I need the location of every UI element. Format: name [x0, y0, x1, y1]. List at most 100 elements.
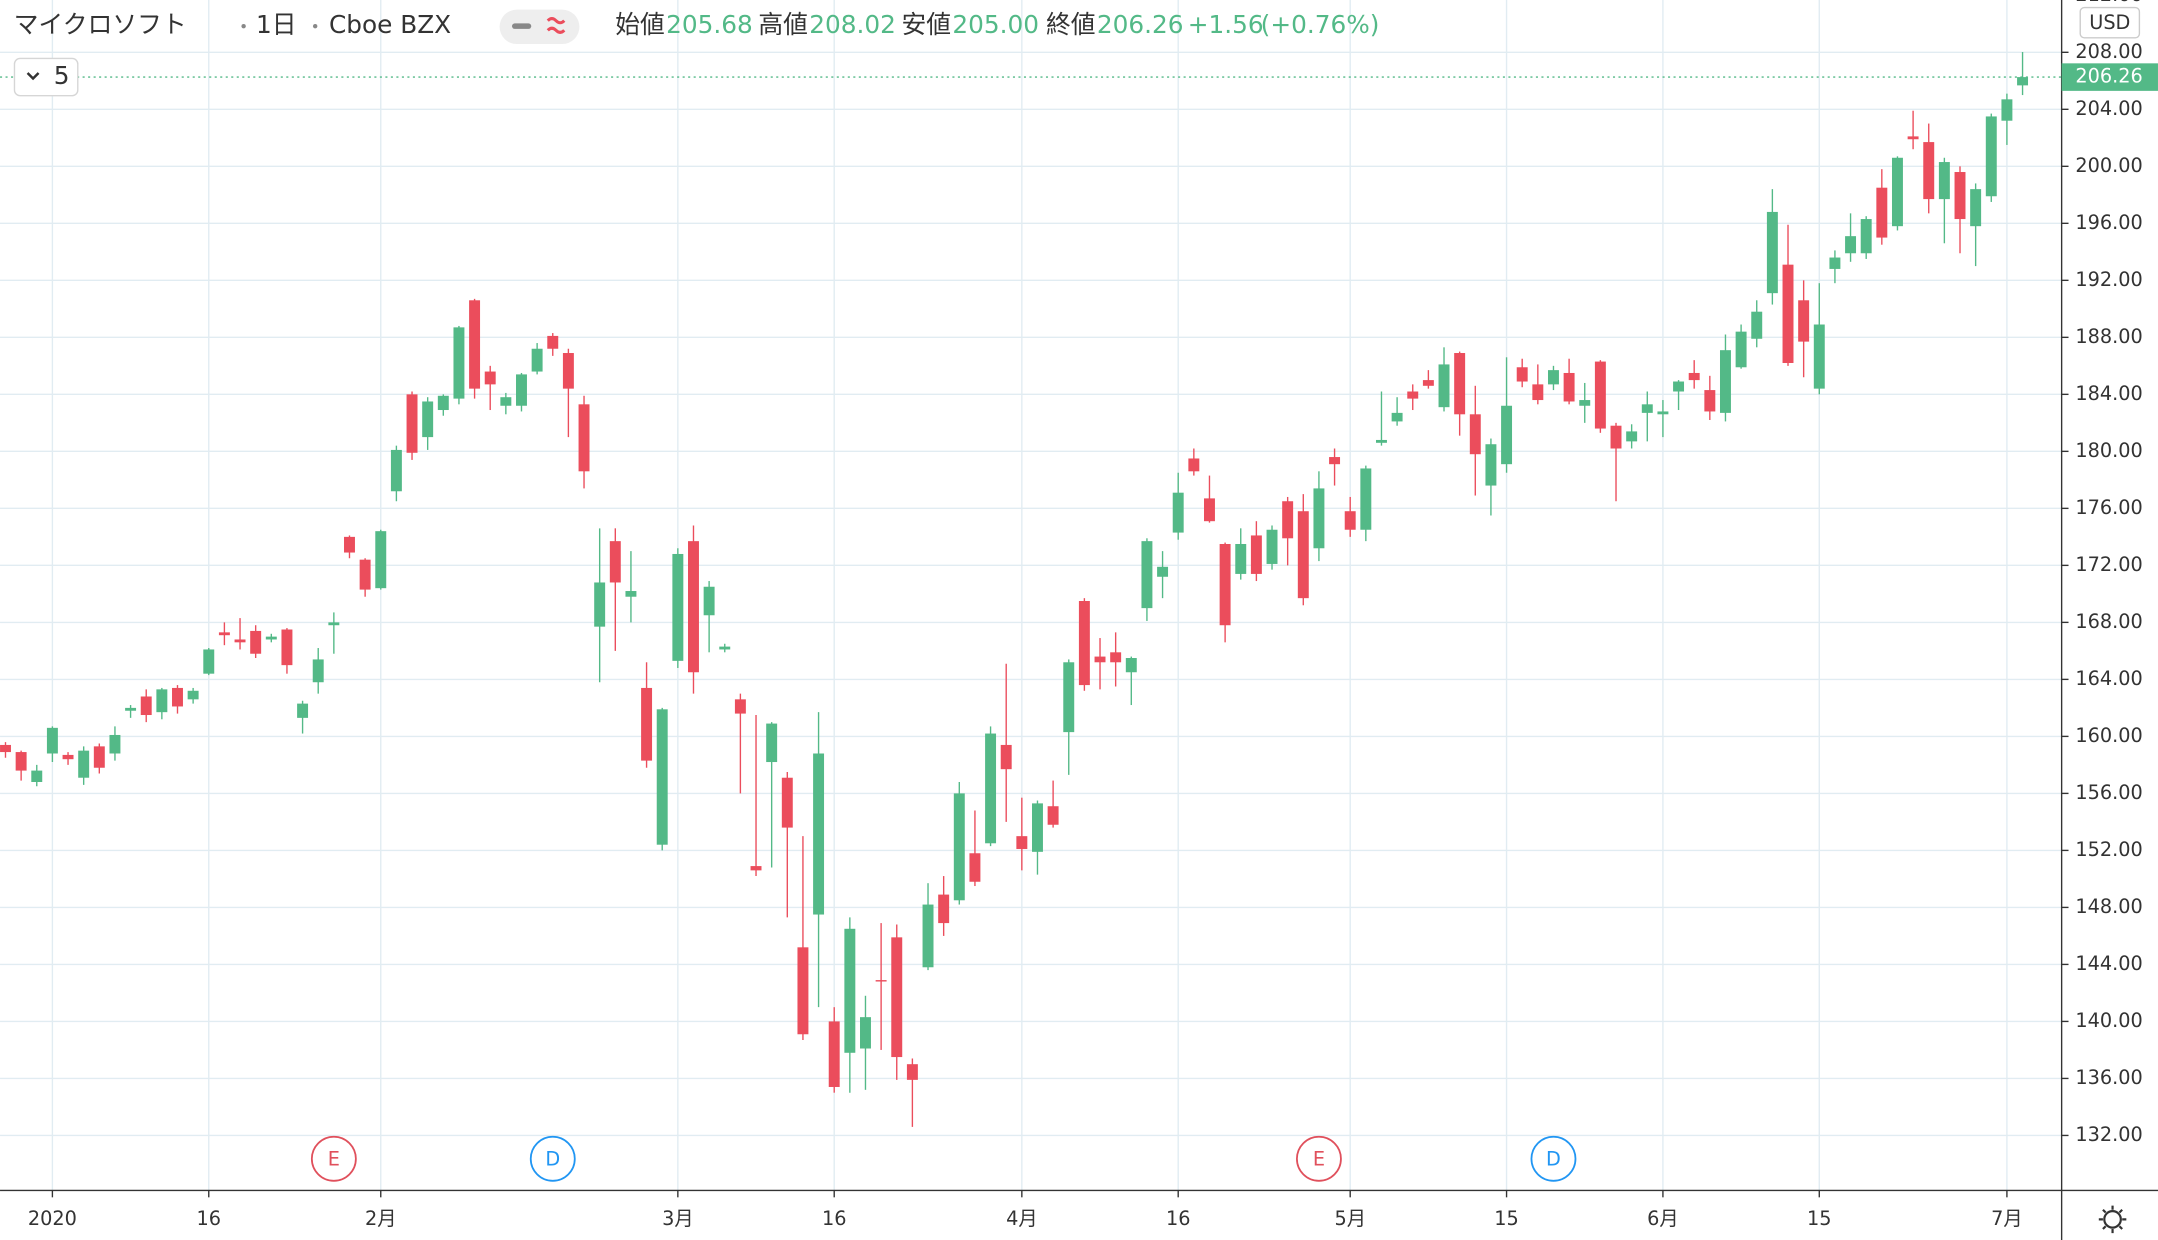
candle-body — [1579, 400, 1591, 406]
x-tick-label: 16 — [197, 1207, 222, 1230]
candle-body — [1329, 457, 1341, 465]
event-marker — [529, 1135, 576, 1182]
candle-body — [719, 646, 731, 650]
x-tick-label: 7月 — [1991, 1207, 2023, 1230]
y-tick-label: 156.00 — [2075, 781, 2142, 804]
gear-ring — [2103, 1209, 2122, 1229]
candle-body — [1907, 136, 1919, 140]
candle-body — [406, 394, 418, 453]
candle-body — [766, 723, 778, 763]
event-label: E — [1313, 1148, 1325, 1171]
y-tick-label: 160.00 — [2075, 724, 2142, 747]
candle-body — [1766, 211, 1778, 294]
candle-body — [1891, 157, 1903, 227]
candle-body — [985, 733, 997, 844]
y-tick-label: 200.00 — [2075, 154, 2142, 177]
y-tick-label: 136.00 — [2075, 1066, 2142, 1089]
candle-body — [1032, 803, 1043, 852]
indicator-count: 5 — [54, 61, 70, 90]
candle-body — [1704, 390, 1716, 412]
candle-body — [1110, 652, 1122, 663]
candle-body — [140, 696, 152, 716]
candle-body — [344, 536, 355, 553]
candle-body — [1454, 353, 1466, 415]
open-value: 205.68 — [666, 10, 753, 39]
x-tick-label: 4月 — [1006, 1207, 1038, 1230]
x-tick-label: 2020 — [28, 1207, 77, 1230]
candle-body — [1094, 656, 1106, 663]
candle-body — [1172, 492, 1184, 533]
candle-body — [594, 582, 606, 627]
candle-body — [922, 904, 934, 968]
candle-body — [422, 401, 434, 438]
candle-body — [1970, 189, 1982, 227]
candle-body — [1157, 566, 1169, 577]
x-tick-label: 6月 — [1647, 1207, 1679, 1230]
currency-box[interactable] — [2079, 6, 2141, 39]
candle-body — [1876, 187, 1888, 238]
candle-body — [1985, 116, 1997, 197]
candle-body — [1125, 658, 1137, 673]
candle-body — [359, 559, 371, 590]
candle-body — [891, 937, 903, 1058]
event-label: D — [1546, 1148, 1561, 1171]
candle-body — [813, 753, 825, 915]
status-pill[interactable] — [499, 9, 580, 45]
candle-body — [672, 553, 684, 661]
candle-body — [1813, 324, 1825, 389]
candle-body — [1204, 498, 1215, 522]
candle-body — [453, 327, 465, 399]
candle-body — [2017, 77, 2029, 86]
candle-body — [31, 770, 43, 782]
close-label: 終値 — [1046, 10, 1096, 39]
candle-body — [1688, 372, 1700, 381]
separator — [241, 23, 246, 29]
candle-body — [187, 690, 199, 700]
candle-body — [609, 541, 621, 583]
candle-body — [1954, 172, 1966, 220]
candle-body — [1829, 257, 1841, 269]
candle-body — [1516, 367, 1528, 382]
pill-dash — [511, 23, 532, 29]
candle-body — [1563, 372, 1575, 402]
candle-body — [656, 709, 668, 845]
candle-body — [0, 744, 11, 753]
event-label: D — [545, 1148, 560, 1171]
pill-bg[interactable] — [499, 9, 580, 45]
candle-body — [1422, 380, 1434, 386]
candle-body — [218, 632, 230, 636]
event-marker — [310, 1135, 357, 1182]
change: +1.56 — [1188, 10, 1264, 39]
candle-body — [1000, 744, 1012, 770]
indicator-toggle[interactable]: 5 — [13, 57, 79, 97]
candle-body — [1938, 162, 1950, 200]
candle-body — [1360, 468, 1372, 530]
y-tick-label: 196.00 — [2075, 211, 2142, 234]
candle-body — [844, 928, 856, 1053]
event-marker — [1530, 1135, 1577, 1182]
candle-body — [500, 397, 512, 406]
candle-body — [1641, 404, 1653, 413]
candle-body — [484, 371, 496, 385]
candle-body — [469, 300, 481, 389]
candle-body — [281, 629, 293, 666]
grid — [0, 0, 2062, 1191]
candle-body — [156, 689, 168, 713]
y-tick-label: 204.00 — [2075, 97, 2142, 120]
candle-body — [1282, 501, 1294, 539]
candle-body — [1501, 405, 1513, 465]
candle-body — [953, 793, 965, 901]
candle-body — [1235, 543, 1247, 574]
candle-body — [1798, 300, 1810, 342]
low-label: 安値 — [901, 10, 951, 39]
currency-button[interactable]: USD — [2079, 6, 2141, 39]
candle-body — [125, 707, 137, 711]
candle-body — [1047, 806, 1059, 825]
candle-body — [203, 649, 215, 674]
toggle-box[interactable] — [13, 57, 79, 97]
y-tick-label: 184.00 — [2075, 382, 2142, 405]
y-tick-label: 180.00 — [2075, 439, 2142, 462]
